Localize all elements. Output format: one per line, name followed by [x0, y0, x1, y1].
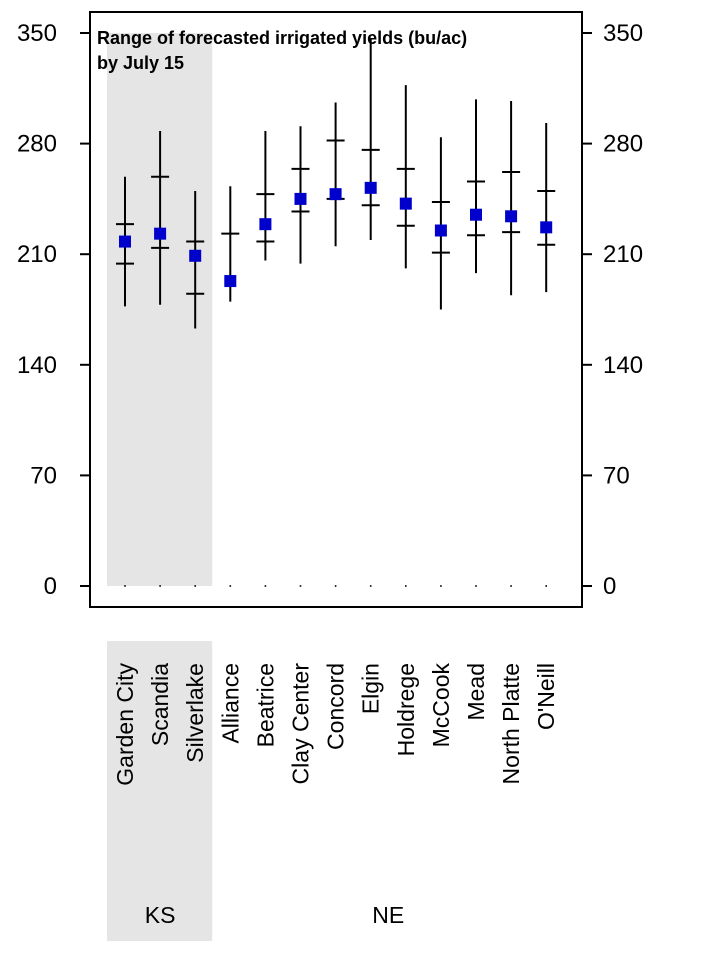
y-tick-label-right: 70 — [603, 462, 630, 489]
category-label: Beatrice — [252, 663, 278, 747]
y-tick-label-left: 70 — [30, 462, 57, 489]
y-tick-label-left: 140 — [17, 352, 57, 379]
median-point — [154, 227, 167, 240]
chart-title-line-1: Range of forecasted irrigated yields (bu… — [97, 28, 467, 48]
category-label: Silverlake — [182, 663, 208, 763]
median-point — [329, 188, 342, 201]
y-tick-label-left: 350 — [17, 20, 57, 47]
median-point — [119, 235, 131, 248]
category-label: Holdrege — [393, 663, 419, 756]
baseline-dot — [334, 585, 337, 587]
category-label: Mead — [463, 663, 489, 721]
baseline-dot — [475, 585, 477, 587]
category-label: Elgin — [358, 663, 384, 714]
baseline-dot — [264, 585, 267, 587]
y-tick-label-right: 0 — [603, 573, 616, 600]
chart-title: Range of forecasted irrigated yields (bu… — [97, 28, 467, 73]
median-point — [434, 224, 447, 237]
baseline-dot — [229, 585, 232, 587]
baseline-dot — [440, 585, 442, 587]
median-point — [505, 210, 518, 223]
category-label: North Platte — [498, 663, 524, 784]
category-labels: Garden City Scandia Silverlake Alliance Beat… — [112, 663, 559, 928]
baseline-dot — [194, 585, 196, 587]
baseline-dot — [369, 585, 372, 587]
baseline-dot — [405, 585, 407, 587]
median-point — [399, 197, 412, 210]
category-label: Garden City — [112, 663, 138, 786]
median-point — [364, 181, 377, 194]
category-label: Clay Center — [288, 663, 314, 785]
y-tick-label-left: 210 — [17, 241, 57, 268]
baseline-dot — [299, 585, 302, 587]
axes-layer: 0 0 70 70 140 140 210 210 280 280 350 350 — [17, 11, 643, 608]
y-tick-label-right: 210 — [603, 241, 643, 268]
baseline-dot — [545, 585, 547, 587]
group-label: KS — [145, 902, 176, 928]
median-point — [294, 192, 307, 205]
y-tick-label-left: 0 — [44, 573, 57, 600]
median-point — [224, 275, 237, 288]
median-point — [470, 208, 482, 221]
chart-title-line-2: by July 15 — [97, 53, 184, 73]
group-shade-plot — [107, 33, 213, 586]
category-label: O'Neill — [533, 663, 559, 730]
group-shade-labels — [107, 641, 213, 941]
baseline-dot — [159, 585, 161, 587]
y-tick-label-right: 280 — [603, 131, 643, 158]
y-tick-label-right: 350 — [603, 20, 643, 47]
category-label: Concord — [323, 663, 349, 750]
baseline-dot — [124, 585, 126, 587]
y-tick-label-right: 140 — [603, 352, 643, 379]
median-point — [189, 249, 202, 262]
median-point — [540, 221, 553, 234]
group-label: NE — [372, 902, 404, 928]
category-label: McCook — [428, 663, 454, 748]
category-label: Alliance — [217, 663, 243, 744]
median-point — [259, 218, 272, 231]
marks-layer — [116, 39, 556, 587]
baseline-dot — [510, 585, 512, 587]
plot-frame — [89, 11, 583, 608]
y-tick-label-left: 280 — [17, 131, 57, 158]
category-label: Scandia — [147, 663, 173, 746]
